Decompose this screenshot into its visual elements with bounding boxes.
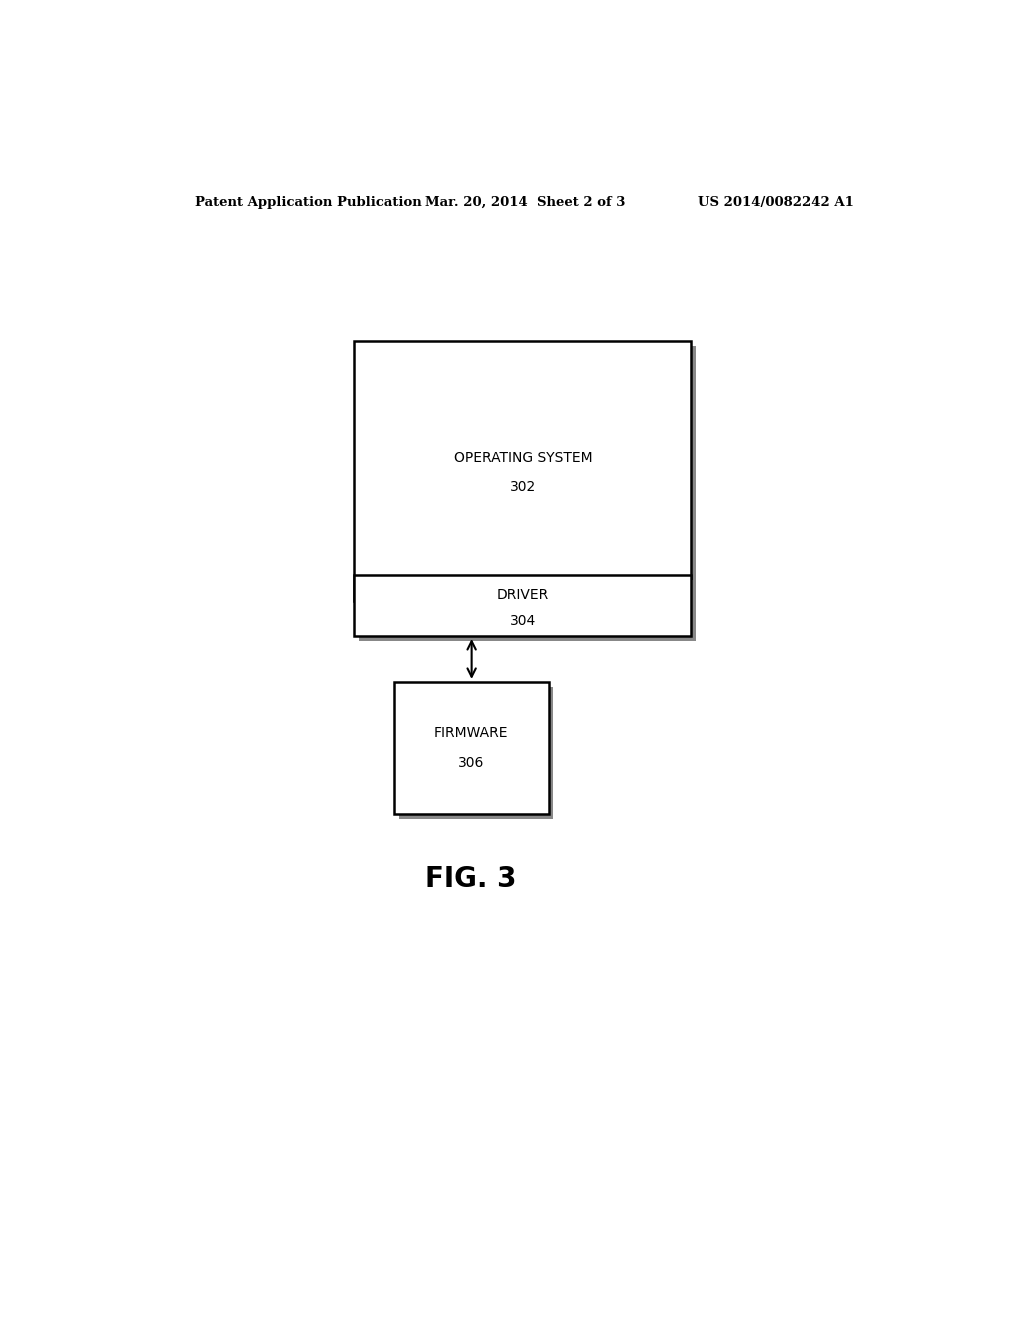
Bar xyxy=(359,346,696,606)
Text: 302: 302 xyxy=(510,479,536,494)
Text: 304: 304 xyxy=(510,614,536,628)
Bar xyxy=(354,576,691,636)
Text: OPERATING SYSTEM: OPERATING SYSTEM xyxy=(454,451,592,465)
Text: 306: 306 xyxy=(458,756,484,770)
Bar xyxy=(394,682,549,814)
Text: Patent Application Publication: Patent Application Publication xyxy=(196,195,422,209)
Bar xyxy=(354,342,691,601)
Text: US 2014/0082242 A1: US 2014/0082242 A1 xyxy=(698,195,854,209)
Bar xyxy=(398,686,553,818)
Text: Mar. 20, 2014  Sheet 2 of 3: Mar. 20, 2014 Sheet 2 of 3 xyxy=(425,195,625,209)
Text: FIG. 3: FIG. 3 xyxy=(426,865,517,892)
Bar xyxy=(359,581,696,642)
Text: FIRMWARE: FIRMWARE xyxy=(434,726,509,739)
Text: DRIVER: DRIVER xyxy=(497,589,549,602)
